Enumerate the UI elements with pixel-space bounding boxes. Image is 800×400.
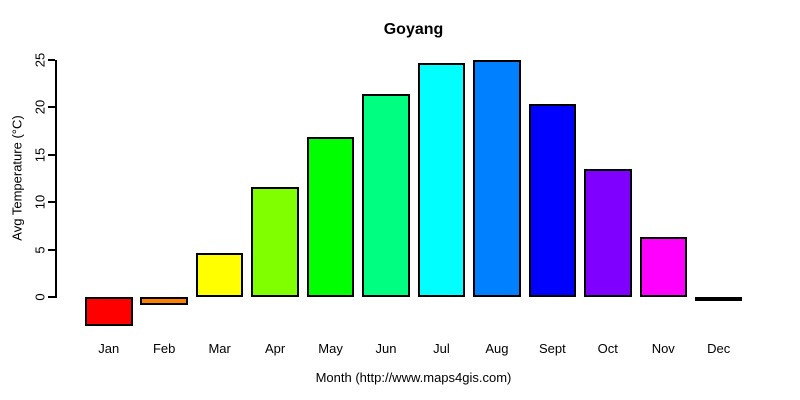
y-tick-label-text: 20 (32, 99, 48, 115)
x-tick-label-nov: Nov (651, 341, 675, 356)
x-tick-label-may: May (318, 341, 343, 356)
bar-apr (251, 186, 299, 297)
y-tick-mark (48, 58, 55, 61)
bar-jun (362, 93, 410, 297)
bar-mar (195, 253, 244, 297)
y-tick-label-text: 15 (32, 147, 48, 162)
x-tick-label-dec: Dec (707, 341, 731, 356)
x-tick-label-feb: Feb (152, 341, 176, 356)
x-tick-label-jun: Jun (375, 341, 397, 356)
x-tick-label-sept: Sept (538, 341, 566, 356)
y-tick-mark (48, 153, 55, 156)
chart-title: Goyang (383, 21, 444, 38)
y-tick-mark (48, 248, 55, 251)
y-tick-label-text: 5 (32, 245, 48, 254)
bar-may (306, 137, 355, 297)
x-tick-label-aug: Aug (485, 341, 509, 356)
y-axis-line (55, 59, 57, 298)
y-tick-label-text: 10 (32, 194, 48, 210)
x-tick-label-apr: Apr (264, 341, 286, 356)
y-tick-mark (48, 296, 55, 298)
x-axis-label: Month (http://www.maps4gis.com) (315, 370, 512, 385)
y-axis-label-text: Avg Temperature (°C) (9, 115, 25, 241)
bar-aug (473, 59, 521, 297)
y-tick-mark (48, 106, 55, 108)
bar-dec (694, 297, 743, 301)
bar-jan (85, 297, 133, 327)
bar-sept (528, 104, 577, 297)
x-tick-label-jul: Jul (433, 341, 450, 356)
x-tick-label-oct: Oct (597, 341, 618, 356)
bar-jul (417, 63, 466, 297)
bar-feb (140, 297, 188, 305)
y-tick-label-text: 25 (32, 52, 48, 67)
y-tick-mark (48, 201, 55, 203)
bar-oct (584, 168, 632, 297)
bar-nov (639, 237, 687, 297)
y-tick-label-text: 0 (32, 293, 48, 301)
x-tick-label-jan: Jan (98, 341, 120, 356)
x-tick-label-mar: Mar (208, 341, 231, 356)
